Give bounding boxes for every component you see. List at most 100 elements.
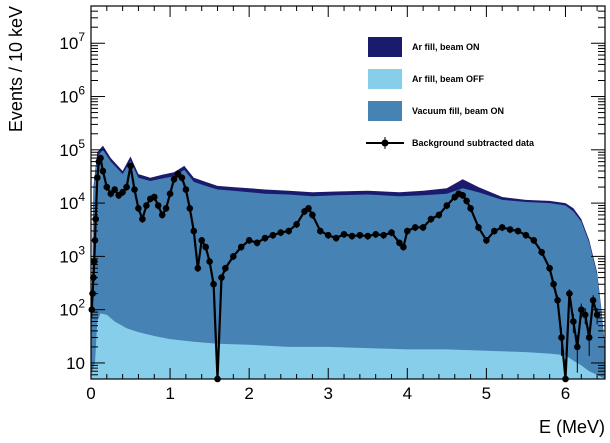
y-tick-label: 102: [59, 297, 85, 320]
data-point: [435, 211, 443, 219]
x-tick-label: 1: [165, 384, 174, 403]
data-point: [443, 202, 451, 209]
data-point: [581, 311, 589, 319]
data-point: [139, 215, 146, 223]
data-point: [178, 174, 186, 181]
data-point: [554, 297, 561, 304]
y-tick-label: 10: [66, 354, 85, 373]
data-point: [514, 227, 522, 235]
data-point: [332, 234, 340, 242]
data-point: [411, 224, 419, 231]
data-point: [585, 334, 593, 341]
legend: Ar fill, beam ON Ar fill, beam OFF Vacuum …: [366, 37, 535, 149]
data-point: [396, 239, 403, 247]
data-point: [269, 231, 277, 239]
data-point: [317, 227, 324, 235]
data-point: [166, 190, 174, 197]
data-point: [459, 192, 467, 199]
legend-swatch: [368, 101, 402, 121]
data-point: [151, 193, 158, 201]
legend-swatch: [368, 69, 402, 89]
plot-frame: [90, 5, 606, 380]
y-axis-ticks: 10 102 103 104 105 106 107: [59, 5, 605, 380]
data-point: [380, 231, 387, 239]
y-tick-label: 105: [59, 137, 85, 160]
data-point: [261, 234, 269, 242]
y-tick-label: 103: [59, 243, 85, 266]
y-axis-label: Events / 10 keV: [6, 6, 26, 132]
data-point: [218, 274, 225, 281]
data-point: [119, 188, 126, 196]
legend-entry-label: Background subtracted data: [412, 138, 535, 148]
data-point: [530, 237, 538, 244]
data-point: [309, 211, 316, 219]
data-point: [372, 231, 380, 238]
legend-entry-label: Vacuum fill, beam ON: [412, 106, 504, 116]
x-tick-label: 5: [482, 384, 491, 403]
data-point: [182, 186, 190, 193]
data-point: [498, 224, 506, 231]
data-point: [574, 343, 581, 351]
data-point: [194, 264, 202, 272]
data-point: [210, 280, 217, 288]
data-point: [222, 264, 229, 272]
data-point: [388, 229, 395, 236]
data-point: [419, 224, 427, 231]
data-point: [135, 205, 142, 212]
x-tick-label: 4: [403, 384, 412, 403]
data-point: [170, 176, 178, 183]
data-point: [206, 258, 213, 265]
x-axis-ticks: 0 1 2 3 4 5 6: [86, 6, 598, 403]
x-tick-label: 6: [561, 384, 570, 403]
data-point: [400, 243, 407, 251]
data-point: [143, 202, 150, 209]
data-point: [103, 183, 111, 191]
x-tick-label: 3: [323, 384, 332, 403]
y-tick-label: 107: [59, 30, 85, 53]
data-point: [593, 311, 601, 319]
data-point: [475, 224, 482, 231]
data-point: [491, 227, 498, 235]
data-point: [154, 202, 162, 209]
data-point: [364, 232, 372, 240]
data-point: [162, 205, 170, 212]
data-point: [123, 183, 130, 191]
data-point: [277, 229, 285, 236]
data-point: [111, 186, 118, 193]
data-point: [186, 205, 194, 212]
data-point: [293, 221, 300, 228]
legend-entry-label: Ar fill, beam ON: [412, 42, 480, 52]
legend-marker: [381, 139, 389, 147]
data-point: [463, 197, 470, 205]
series-area-2: [91, 313, 605, 379]
data-point: [340, 231, 348, 238]
data-point: [190, 227, 198, 235]
x-tick-label: 2: [244, 384, 253, 403]
data-points: [88, 154, 601, 383]
data-point: [538, 248, 545, 256]
data-point: [253, 239, 261, 247]
data-point: [427, 215, 435, 223]
data-point: [546, 264, 553, 272]
data-point: [506, 226, 514, 233]
data-point: [198, 237, 205, 244]
data-point: [467, 205, 474, 212]
data-point: [245, 237, 253, 244]
data-point: [127, 162, 134, 170]
data-point: [230, 253, 237, 260]
data-point: [589, 297, 597, 304]
data-point: [202, 243, 209, 251]
data-point: [356, 231, 364, 239]
y-tick-label: 104: [59, 190, 85, 213]
data-point: [99, 167, 107, 175]
data-point: [578, 306, 585, 314]
data-point: [550, 280, 557, 288]
x-tick-label: 0: [86, 384, 95, 403]
x-axis-label: E (MeV): [539, 417, 605, 437]
data-point: [558, 334, 565, 341]
data-point: [158, 211, 166, 219]
data-point: [107, 190, 115, 197]
data-point: [97, 154, 104, 162]
data-point: [566, 290, 573, 297]
data-point: [522, 231, 530, 239]
